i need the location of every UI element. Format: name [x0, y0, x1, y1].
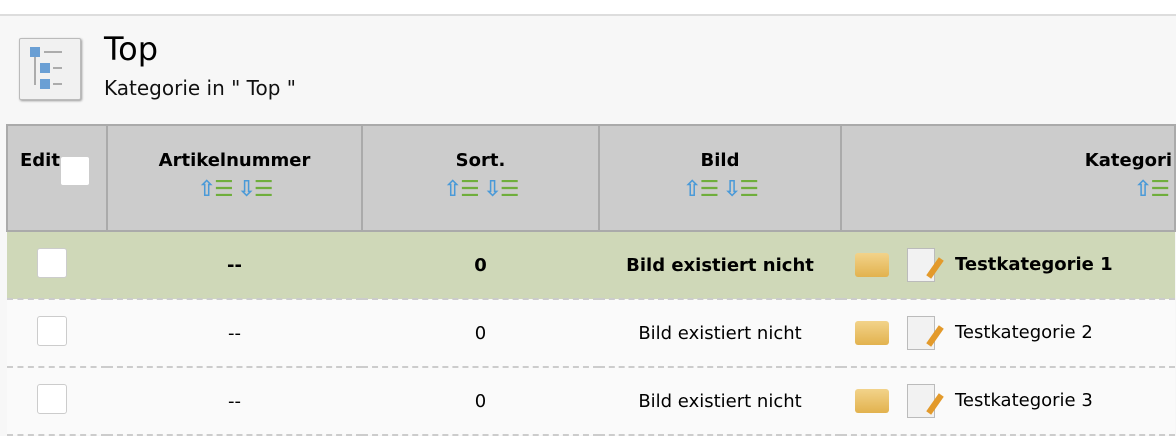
sort-cell: 0	[362, 299, 599, 368]
kategorie-name[interactable]: Testkategorie 3	[955, 390, 1093, 411]
kategorie-name[interactable]: Testkategorie 2	[955, 322, 1093, 343]
column-kategorie: Kategori ⇧☰	[840, 124, 1176, 232]
column-edit: Edit	[6, 124, 108, 232]
bild-cell: Bild existiert nicht	[599, 231, 841, 300]
artikelnummer-cell: --	[107, 299, 362, 368]
sort-icons[interactable]: ⇧☰ ⇩☰	[443, 177, 520, 202]
sort-icons[interactable]: ⇧☰	[1133, 177, 1170, 202]
sort-icons[interactable]: ⇧☰ ⇩☰	[683, 177, 759, 202]
sort-icons[interactable]: ⇧☰ ⇩☰	[197, 177, 274, 202]
folder-icon[interactable]	[855, 389, 889, 413]
bild-cell: Bild existiert nicht	[599, 367, 841, 436]
sort-cell: 0	[362, 367, 599, 436]
artikelnummer-cell: --	[107, 367, 362, 436]
top-band	[0, 0, 1176, 16]
row-checkbox[interactable]	[37, 315, 67, 346]
edit-icon[interactable]	[907, 384, 935, 418]
page-subtitle: Kategorie in " Top "	[104, 76, 296, 100]
folder-icon[interactable]	[855, 253, 889, 277]
column-sort: Sort. ⇧☰ ⇩☰	[361, 124, 600, 232]
edit-icon[interactable]	[907, 248, 935, 282]
column-artikelnummer: Artikelnummer ⇧☰ ⇩☰	[106, 124, 363, 232]
table-row[interactable]: -- 0 Bild existiert nicht Testkategorie …	[7, 299, 1175, 368]
folder-icon[interactable]	[855, 321, 889, 345]
edit-icon[interactable]	[907, 316, 935, 350]
bild-cell: Bild existiert nicht	[599, 299, 841, 368]
table-row[interactable]: -- 0 Bild existiert nicht Testkategorie …	[7, 231, 1175, 300]
column-bild: Bild ⇧☰ ⇩☰	[598, 124, 842, 232]
row-checkbox[interactable]	[37, 383, 67, 414]
sort-cell: 0	[362, 231, 599, 300]
category-table: Edit Artikelnummer ⇧☰ ⇩☰ Sort. ⇧☰ ⇩☰ Bild ⇧…	[6, 124, 1176, 436]
artikelnummer-cell: --	[107, 231, 362, 300]
category-tree-icon	[19, 38, 81, 100]
select-all-checkbox[interactable]	[60, 156, 90, 186]
row-checkbox[interactable]	[37, 247, 67, 278]
table-row[interactable]: -- 0 Bild existiert nicht Testkategorie …	[7, 367, 1175, 436]
kategorie-name[interactable]: Testkategorie 1	[955, 254, 1113, 275]
page-title: Top	[104, 30, 158, 68]
